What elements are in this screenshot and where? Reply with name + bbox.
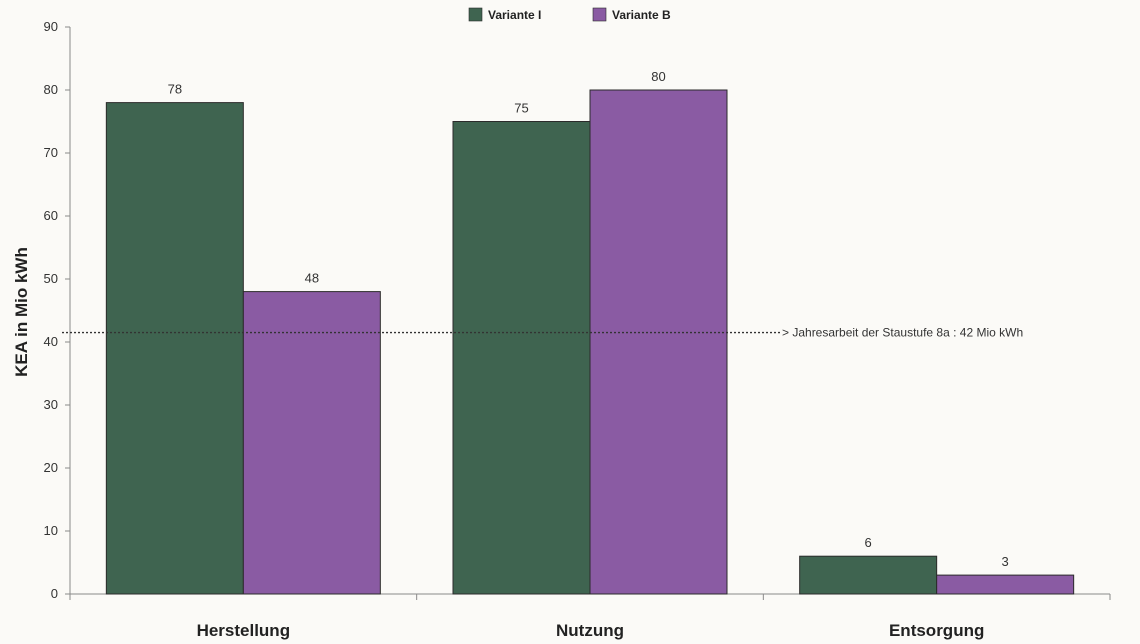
y-tick-label: 50 xyxy=(44,271,58,286)
y-tick-label: 10 xyxy=(44,523,58,538)
x-axis: Herstellung Nutzung Entsorgung xyxy=(70,594,1110,640)
y-tick-label: 20 xyxy=(44,460,58,475)
bar-variante-i-entsorgung xyxy=(800,556,937,594)
x-category-label: Nutzung xyxy=(556,621,624,640)
y-tick-label: 80 xyxy=(44,82,58,97)
reference-line-label: > Jahresarbeit der Staustufe 8a : 42 Mio… xyxy=(782,326,1023,340)
bar-variante-b-nutzung xyxy=(590,90,727,594)
bar-value-label: 75 xyxy=(514,101,528,116)
y-tick-label: 90 xyxy=(44,19,58,34)
bar-variante-i-nutzung xyxy=(453,122,590,595)
bar-value-label: 80 xyxy=(651,69,665,84)
x-category-label: Herstellung xyxy=(197,621,291,640)
legend: Variante I Variante B xyxy=(469,8,671,22)
y-tick-label: 70 xyxy=(44,145,58,160)
y-axis-title: KEA in Mio kWh xyxy=(12,247,31,377)
legend-swatch xyxy=(593,8,606,21)
y-tick-label: 40 xyxy=(44,334,58,349)
bar-value-label: 3 xyxy=(1002,554,1009,569)
y-tick-label: 60 xyxy=(44,208,58,223)
y-tick-label: 0 xyxy=(51,586,58,601)
bar-value-label: 6 xyxy=(865,535,872,550)
bar-variante-b-entsorgung xyxy=(937,575,1074,594)
bar-value-label: 48 xyxy=(305,271,319,286)
bar-value-label: 78 xyxy=(168,82,182,97)
bar-variante-b-herstellung xyxy=(243,292,380,594)
y-tick-label: 30 xyxy=(44,397,58,412)
x-category-label: Entsorgung xyxy=(889,621,984,640)
bar-variante-i-herstellung xyxy=(106,103,243,594)
legend-swatch xyxy=(469,8,482,21)
legend-label: Variante I xyxy=(488,8,541,22)
y-axis: 0 10 20 30 40 50 60 70 80 90 xyxy=(44,19,70,601)
legend-label: Variante B xyxy=(612,8,671,22)
